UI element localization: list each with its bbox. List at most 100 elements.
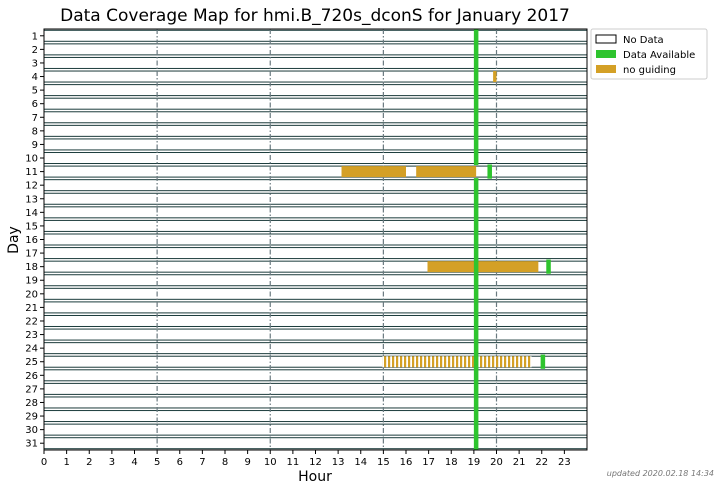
day-row-8 (43, 124, 588, 137)
y-tick-label-12: 12 (25, 181, 38, 192)
interval-day-11-no_guiding (341, 166, 406, 178)
updated-timestamp: updated 2020.02.18 14:34 (607, 469, 714, 478)
x-tick-label-7: 7 (199, 457, 205, 468)
y-tick-label-29: 29 (25, 412, 38, 423)
interval-day-18-available (473, 259, 479, 274)
y-tick-label-17: 17 (25, 249, 38, 260)
interval-day-31-available (473, 436, 479, 451)
y-tick-label-6: 6 (32, 99, 38, 110)
day-row-20 (43, 287, 588, 300)
interval-day-9-available (473, 137, 479, 152)
y-tick-label-3: 3 (32, 58, 38, 69)
interval-day-10-available (473, 150, 479, 166)
y-tick-label-8: 8 (32, 126, 38, 137)
x-tick-label-20: 20 (490, 457, 503, 468)
interval-day-8-available (473, 123, 479, 138)
day-row-14 (43, 206, 588, 219)
plot-area (43, 28, 588, 451)
interval-day-3-available (473, 55, 479, 71)
interval-day-1-available (473, 28, 479, 43)
y-tick-label-30: 30 (25, 425, 38, 436)
x-tick-label-9: 9 (244, 457, 250, 468)
day-row-12 (43, 179, 588, 192)
day-row-13 (43, 192, 588, 205)
day-row-22 (43, 314, 588, 327)
y-tick-label-21: 21 (25, 303, 38, 314)
interval-day-29-available (473, 408, 479, 424)
x-tick-label-14: 14 (354, 457, 367, 468)
interval-day-24-available (473, 341, 479, 356)
y-tick-label-11: 11 (25, 167, 38, 178)
interval-day-15-available (473, 218, 479, 234)
interval-day-18-no_guiding (427, 261, 539, 273)
y-tick-label-27: 27 (25, 384, 38, 395)
interval-day-7-available (473, 110, 479, 125)
day-row-10 (43, 152, 588, 165)
x-tick-label-8: 8 (222, 457, 228, 468)
x-tick-label-12: 12 (309, 457, 322, 468)
y-axis-label: Day (6, 226, 22, 254)
day-row-4 (43, 70, 588, 83)
interval-day-11-available (487, 164, 492, 179)
day-row-26 (43, 369, 588, 382)
legend-swatch-no-data (595, 34, 617, 44)
legend-label-data-available: Data Available (623, 50, 695, 61)
day-row-3 (43, 56, 588, 69)
y-tick-label-1: 1 (32, 31, 38, 42)
interval-day-25-available (473, 354, 479, 369)
interval-day-4-available (473, 69, 479, 84)
y-tick-label-7: 7 (32, 113, 38, 124)
y-tick-label-25: 25 (25, 357, 38, 368)
legend-swatch-data-available (596, 50, 616, 58)
x-tick-label-1: 1 (63, 457, 69, 468)
day-row-30 (43, 423, 588, 436)
x-tick-label-2: 2 (86, 457, 92, 468)
day-row-9 (43, 138, 588, 151)
x-tick-label-5: 5 (154, 457, 160, 468)
day-row-2 (43, 43, 588, 56)
y-tick-label-9: 9 (32, 140, 38, 151)
legend-swatch-no-guiding (596, 65, 616, 73)
x-tick-label-0: 0 (41, 457, 47, 468)
x-tick-label-23: 23 (558, 457, 571, 468)
y-tick-label-22: 22 (25, 316, 38, 327)
x-tick-label-15: 15 (377, 457, 390, 468)
y-tick-label-2: 2 (32, 45, 38, 56)
y-tick-label-31: 31 (25, 439, 38, 450)
interval-day-11-no_guiding (416, 166, 477, 178)
legend-label-no-guiding: no guiding (623, 65, 676, 76)
x-tick-label-11: 11 (287, 457, 300, 468)
y-tick-label-26: 26 (25, 371, 38, 382)
day-row-6 (43, 97, 588, 110)
day-row-19 (43, 274, 588, 287)
interval-day-6-available (473, 96, 479, 111)
interval-day-23-available (473, 327, 479, 342)
y-tick-label-5: 5 (32, 86, 38, 97)
interval-day-16-available (473, 232, 479, 247)
day-row-23 (43, 328, 588, 341)
x-tick-label-22: 22 (535, 457, 548, 468)
y-tick-label-16: 16 (25, 235, 38, 246)
legend: No Data Data Available no guiding (590, 28, 708, 80)
interval-day-19-available (473, 273, 479, 288)
day-row-21 (43, 301, 588, 314)
day-row-24 (43, 342, 588, 355)
day-row-17 (43, 247, 588, 260)
interval-day-25-no_guiding (382, 356, 532, 368)
x-axis: 0 1 2 3 4 5 6 7 8 9 10 11 12 13 14 15 16 17 18 19 20 21 22 23 (41, 450, 571, 468)
interval-day-30-available (473, 422, 479, 437)
day-row-11 (43, 165, 588, 178)
x-tick-label-21: 21 (513, 457, 526, 468)
x-tick-label-17: 17 (422, 457, 435, 468)
y-axis: 1234567891011121314151617181920212223242… (25, 31, 44, 450)
x-tick-label-13: 13 (332, 457, 345, 468)
interval-day-4-no_guiding (493, 71, 497, 83)
interval-day-26-available (473, 368, 479, 383)
x-tick-label-6: 6 (177, 457, 183, 468)
y-tick-label-24: 24 (25, 344, 38, 355)
interval-day-22-available (473, 313, 479, 329)
y-tick-label-13: 13 (25, 194, 38, 205)
interval-day-17-available (473, 245, 479, 261)
